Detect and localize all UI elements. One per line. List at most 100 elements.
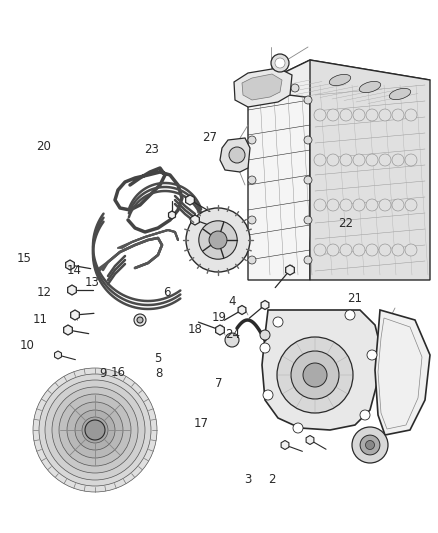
Circle shape bbox=[314, 109, 326, 121]
Circle shape bbox=[229, 147, 245, 163]
Circle shape bbox=[392, 154, 404, 166]
Text: 15: 15 bbox=[17, 252, 32, 265]
Polygon shape bbox=[71, 310, 79, 320]
Circle shape bbox=[366, 199, 378, 211]
Circle shape bbox=[327, 154, 339, 166]
Text: 9: 9 bbox=[99, 367, 107, 379]
Circle shape bbox=[271, 54, 289, 72]
Text: 11: 11 bbox=[33, 313, 48, 326]
Circle shape bbox=[186, 208, 250, 272]
Circle shape bbox=[304, 256, 312, 264]
Circle shape bbox=[137, 317, 143, 323]
Circle shape bbox=[353, 154, 365, 166]
Circle shape bbox=[248, 96, 256, 104]
Polygon shape bbox=[66, 260, 74, 270]
Text: 22: 22 bbox=[339, 217, 353, 230]
Text: 6: 6 bbox=[162, 286, 170, 298]
Polygon shape bbox=[248, 60, 310, 280]
Circle shape bbox=[353, 109, 365, 121]
Polygon shape bbox=[310, 60, 430, 280]
Text: 14: 14 bbox=[67, 264, 82, 277]
Circle shape bbox=[353, 244, 365, 256]
Circle shape bbox=[379, 199, 391, 211]
Circle shape bbox=[405, 109, 417, 121]
Circle shape bbox=[209, 231, 227, 249]
Circle shape bbox=[405, 199, 417, 211]
Polygon shape bbox=[375, 310, 430, 435]
Ellipse shape bbox=[389, 88, 411, 100]
Text: 19: 19 bbox=[212, 311, 226, 324]
Circle shape bbox=[273, 317, 283, 327]
Text: 10: 10 bbox=[20, 339, 35, 352]
Circle shape bbox=[314, 199, 326, 211]
Text: 17: 17 bbox=[194, 417, 209, 430]
Circle shape bbox=[340, 199, 352, 211]
Circle shape bbox=[33, 368, 157, 492]
Circle shape bbox=[379, 109, 391, 121]
Polygon shape bbox=[234, 68, 292, 107]
Text: 2: 2 bbox=[268, 473, 276, 486]
Text: 24: 24 bbox=[225, 328, 240, 341]
Text: 4: 4 bbox=[228, 295, 236, 308]
Circle shape bbox=[360, 435, 380, 455]
Circle shape bbox=[392, 199, 404, 211]
Circle shape bbox=[248, 176, 256, 184]
Circle shape bbox=[327, 244, 339, 256]
Circle shape bbox=[275, 58, 285, 68]
Circle shape bbox=[248, 216, 256, 224]
Circle shape bbox=[365, 440, 374, 449]
Text: 3: 3 bbox=[244, 473, 251, 486]
Text: 23: 23 bbox=[144, 143, 159, 156]
Text: 8: 8 bbox=[155, 367, 162, 379]
Circle shape bbox=[199, 221, 237, 259]
Polygon shape bbox=[55, 351, 61, 359]
Polygon shape bbox=[306, 435, 314, 445]
Ellipse shape bbox=[329, 75, 351, 86]
Circle shape bbox=[277, 337, 353, 413]
Text: 18: 18 bbox=[187, 323, 202, 336]
Circle shape bbox=[45, 380, 145, 480]
Circle shape bbox=[366, 244, 378, 256]
Circle shape bbox=[276, 88, 284, 96]
Text: 7: 7 bbox=[215, 377, 223, 390]
Text: 12: 12 bbox=[36, 286, 51, 298]
Circle shape bbox=[353, 199, 365, 211]
Circle shape bbox=[82, 417, 108, 443]
Circle shape bbox=[85, 420, 105, 440]
Polygon shape bbox=[286, 265, 294, 275]
Circle shape bbox=[248, 256, 256, 264]
Circle shape bbox=[52, 387, 138, 473]
Circle shape bbox=[263, 390, 273, 400]
Polygon shape bbox=[220, 138, 250, 172]
Circle shape bbox=[291, 84, 299, 92]
Polygon shape bbox=[238, 305, 246, 314]
Circle shape bbox=[366, 109, 378, 121]
Circle shape bbox=[67, 402, 123, 458]
Circle shape bbox=[392, 109, 404, 121]
Circle shape bbox=[314, 154, 326, 166]
Circle shape bbox=[340, 109, 352, 121]
Text: 27: 27 bbox=[202, 131, 217, 144]
Circle shape bbox=[379, 244, 391, 256]
Text: 13: 13 bbox=[85, 276, 99, 289]
Circle shape bbox=[360, 410, 370, 420]
Circle shape bbox=[327, 109, 339, 121]
Circle shape bbox=[366, 154, 378, 166]
Polygon shape bbox=[67, 285, 76, 295]
Circle shape bbox=[405, 244, 417, 256]
Circle shape bbox=[304, 136, 312, 144]
Circle shape bbox=[304, 216, 312, 224]
Circle shape bbox=[392, 244, 404, 256]
Circle shape bbox=[303, 363, 327, 387]
Circle shape bbox=[405, 154, 417, 166]
Polygon shape bbox=[242, 74, 282, 100]
Text: 21: 21 bbox=[347, 292, 362, 305]
Polygon shape bbox=[261, 301, 269, 310]
Circle shape bbox=[304, 176, 312, 184]
Text: 16: 16 bbox=[111, 366, 126, 378]
Circle shape bbox=[327, 199, 339, 211]
Circle shape bbox=[39, 374, 151, 486]
Polygon shape bbox=[169, 211, 176, 219]
Circle shape bbox=[340, 244, 352, 256]
Polygon shape bbox=[262, 310, 380, 430]
